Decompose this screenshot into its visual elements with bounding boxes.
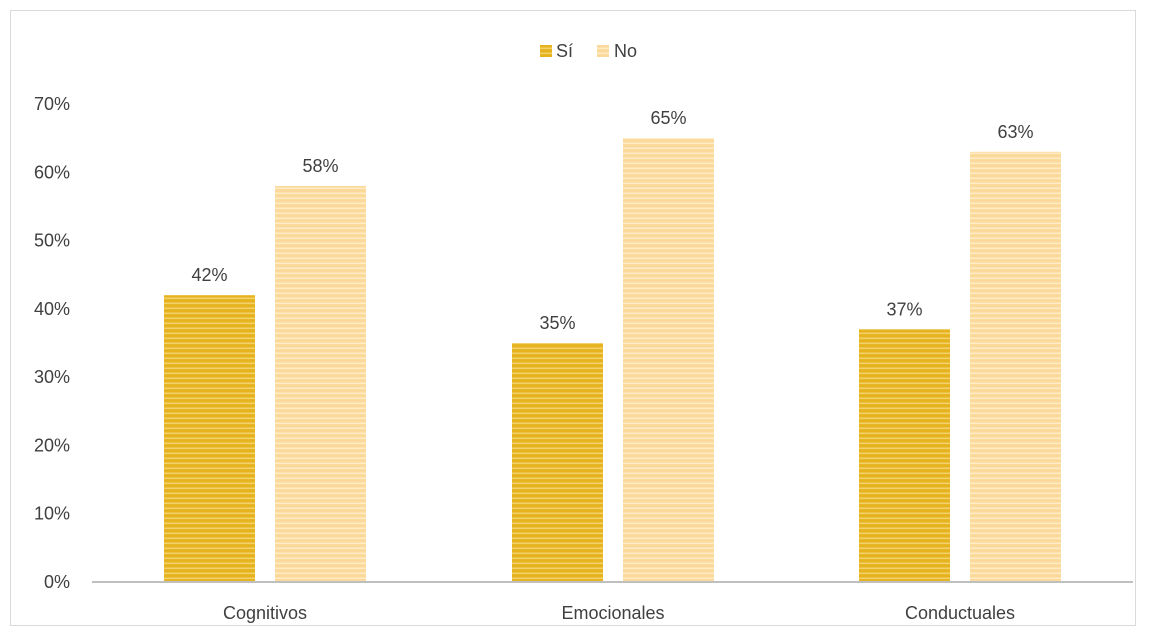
bar-no (970, 151, 1061, 583)
bar-no (623, 138, 714, 582)
legend-swatch-si (540, 45, 552, 57)
y-tick-label: 0% (44, 572, 70, 592)
data-label: 58% (302, 156, 338, 176)
x-tick-label: Emocionales (561, 603, 664, 623)
bar-si (859, 329, 950, 582)
y-tick-label: 10% (34, 504, 70, 524)
legend-swatch-no (597, 45, 609, 57)
legend-item-si: Sí (540, 41, 573, 61)
y-tick-label: 70% (34, 94, 70, 114)
legend-label-no: No (614, 41, 637, 61)
data-labels: 42% 58% 35% 65% 37% 63% (191, 108, 1033, 333)
bar-si (512, 343, 603, 582)
y-tick-label: 40% (34, 299, 70, 319)
bar-no (275, 185, 366, 582)
legend-item-no: No (597, 41, 637, 61)
legend: Sí No (540, 41, 637, 61)
y-tick-label: 60% (34, 162, 70, 182)
data-label: 42% (191, 265, 227, 285)
y-tick-label: 50% (34, 231, 70, 251)
bar-si (164, 295, 255, 582)
x-tick-label: Cognitivos (223, 603, 307, 623)
x-axis-labels: Cognitivos Emocionales Conductuales (223, 603, 1015, 623)
y-axis-ticks: 0% 10% 20% 30% 40% 50% 60% 70% (34, 94, 70, 592)
data-label: 63% (997, 122, 1033, 142)
bars (164, 138, 1061, 583)
y-tick-label: 20% (34, 435, 70, 455)
data-label: 35% (539, 313, 575, 333)
y-tick-label: 30% (34, 367, 70, 387)
data-label: 37% (886, 299, 922, 319)
data-label: 65% (650, 108, 686, 128)
x-tick-label: Conductuales (905, 603, 1015, 623)
legend-label-si: Sí (556, 41, 573, 61)
